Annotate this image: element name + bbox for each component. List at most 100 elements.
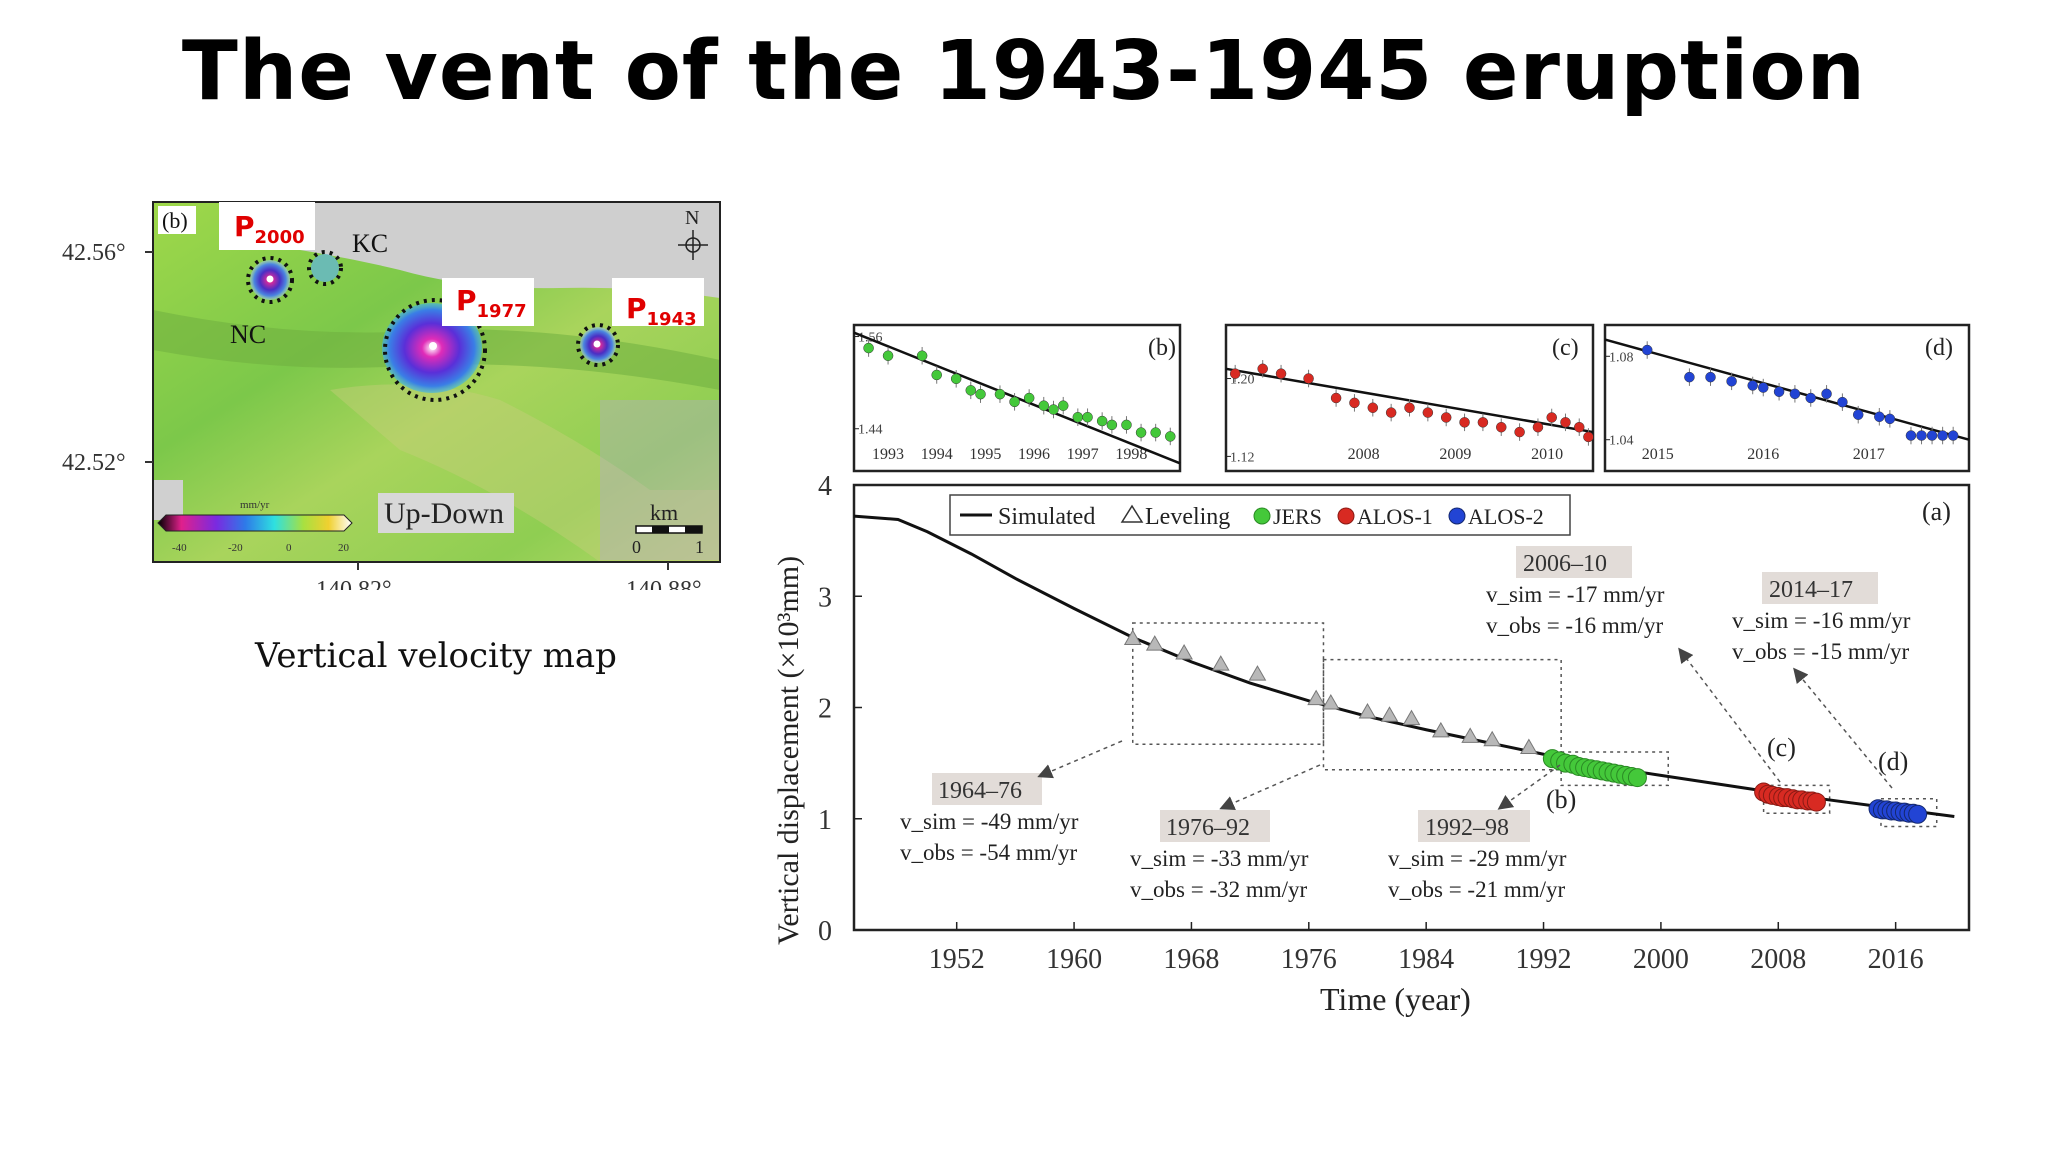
inset-d-point: [1916, 430, 1927, 441]
north-label: N: [685, 207, 699, 229]
inset-d-x-tick: 2015: [1642, 446, 1674, 463]
legend-jers-swatch: [1253, 507, 1271, 525]
inset-d-point: [1747, 380, 1758, 391]
annotation-1992-98-vobs: v_obs = -21 mm/yr: [1388, 877, 1566, 902]
map-frame: [152, 201, 721, 563]
inset-d-point: [1758, 382, 1769, 393]
inset-b-x-tick: 1996: [1018, 446, 1050, 463]
vent-1943-ring: [576, 323, 620, 367]
inset-b-y-tick: 1.44: [858, 423, 883, 438]
inset-b-point: [1106, 419, 1118, 431]
inset-d-point: [1641, 344, 1653, 356]
box-label-d: (d): [1878, 747, 1908, 776]
scale-unit: km: [650, 500, 678, 525]
inset-d-y-tick: 1.04: [1609, 434, 1634, 449]
arrow-2006-10: [1678, 647, 1781, 783]
leveling-point: [1358, 702, 1377, 719]
arrow-2014-17: [1793, 667, 1893, 789]
inset-c-point: [1330, 392, 1342, 404]
x-tick-label: 2000: [1633, 944, 1689, 975]
annotation-1976-92-bg: [1160, 810, 1270, 842]
box-label-b: (b): [1546, 785, 1576, 814]
inset-d-point: [1852, 409, 1864, 420]
inset-b-point: [1150, 427, 1161, 438]
inset-d-trend-line: [1604, 338, 1970, 441]
inset-c-point: [1477, 417, 1489, 428]
inset-d-point: [1937, 430, 1948, 441]
inset-c-x-tick: 2008: [1348, 446, 1380, 463]
inset-b-point: [1072, 411, 1084, 423]
inset-d-point: [1821, 388, 1832, 400]
vent-label-1977-sub: 1977: [477, 301, 527, 322]
legend-alos2: ALOS-2: [1468, 504, 1544, 529]
vent-1977-ring: [383, 298, 487, 402]
slide-title: The vent of the 1943-1945 eruption: [181, 24, 1867, 119]
inset-b-label: (b): [1148, 335, 1176, 361]
vent-label-2000: P2000: [234, 210, 305, 248]
colorbar-tick-1: -40: [172, 542, 187, 554]
vent-label-1943: P1943: [626, 292, 697, 330]
place-label-nc: NC: [230, 320, 266, 349]
leveling-point: [1483, 730, 1502, 747]
vent-label-1977-p: P: [456, 284, 477, 317]
velocity-map: (b) 42.56° 42.52° 140.82° 140.88° N KC N…: [0, 190, 740, 603]
inset-b-x-tick: 1993: [872, 446, 904, 463]
annotation-1964-76-period: 1964–76: [938, 778, 1022, 804]
inset-b-point: [994, 388, 1006, 400]
inset-b-point: [975, 388, 986, 400]
inset-d-point: [1684, 371, 1695, 383]
vent-label-2000-bg: [219, 202, 315, 250]
annotation-2014-17-vobs: v_obs = -15 mm/yr: [1732, 639, 1910, 664]
leveling-point: [1145, 635, 1164, 651]
map-panel-label-bg: [158, 206, 196, 234]
inset-b-x-tick: 1997: [1067, 446, 1099, 463]
place-label-kc: KC: [352, 229, 388, 258]
inset-c-x-tick: 2009: [1439, 446, 1471, 463]
colorbar-tick-4: 20: [338, 542, 350, 554]
inset-d-point: [1884, 413, 1896, 425]
inset-d-label: (d): [1925, 335, 1953, 361]
x-tick-label: 2016: [1868, 944, 1924, 975]
alos1-point: [1806, 792, 1826, 812]
inset-c-point: [1532, 421, 1544, 433]
vent-1943-dot: [593, 340, 601, 348]
inset-d-point: [1805, 392, 1816, 404]
inset-d-x-tick: 2017: [1853, 446, 1885, 463]
x-axis-title: Time (year): [1320, 981, 1471, 1017]
leveling-point: [1431, 721, 1450, 738]
terrain-purple-patch: [600, 400, 720, 560]
inset-c-frame: [1224, 323, 1595, 473]
annotation-2006-10-vobs: v_obs = -16 mm/yr: [1486, 613, 1664, 638]
colorbar: [157, 514, 353, 532]
inset-b-point: [1009, 396, 1020, 408]
vent-label-1943-sub: 1943: [647, 309, 697, 330]
inset-c-y-tick: 1.12: [1230, 450, 1255, 465]
leveling-point: [1248, 665, 1267, 681]
inset-b-point: [863, 342, 874, 354]
inset-c-point: [1583, 431, 1594, 443]
inset-d-x-tick: 2016: [1747, 446, 1779, 463]
inset-d-frame: [1603, 323, 1971, 473]
inset-d-point: [1726, 376, 1737, 387]
inset-b-point: [1165, 431, 1176, 442]
vent-label-2000-p: P: [234, 210, 255, 243]
lon-tick-2: 140.88°: [626, 577, 702, 590]
period-box-0: [1132, 622, 1325, 745]
legend-alos1: ALOS-1: [1357, 504, 1433, 529]
inset-d-point: [1789, 388, 1801, 400]
vent-label-1977-bg: [442, 278, 534, 326]
annotation-1976-92-period: 1976–92: [1166, 815, 1250, 841]
y-axis-title: Vertical displacement (×10³mm): [772, 556, 805, 945]
inset-c-label: (c): [1552, 335, 1579, 361]
y-tick-label: 4: [818, 471, 832, 502]
vent-label-2000-sub: 2000: [255, 227, 305, 248]
inset-d-point: [1947, 430, 1959, 441]
annotation-2006-10-vsim: v_sim = -17 mm/yr: [1486, 582, 1665, 607]
scale-tick-2: 1: [695, 537, 704, 557]
main-series: [853, 514, 1955, 824]
x-tick-label: 1976: [1281, 944, 1337, 975]
inset-b-x-tick: 1994: [921, 446, 953, 463]
annotation-2014-17-period: 2014–17: [1769, 577, 1853, 603]
